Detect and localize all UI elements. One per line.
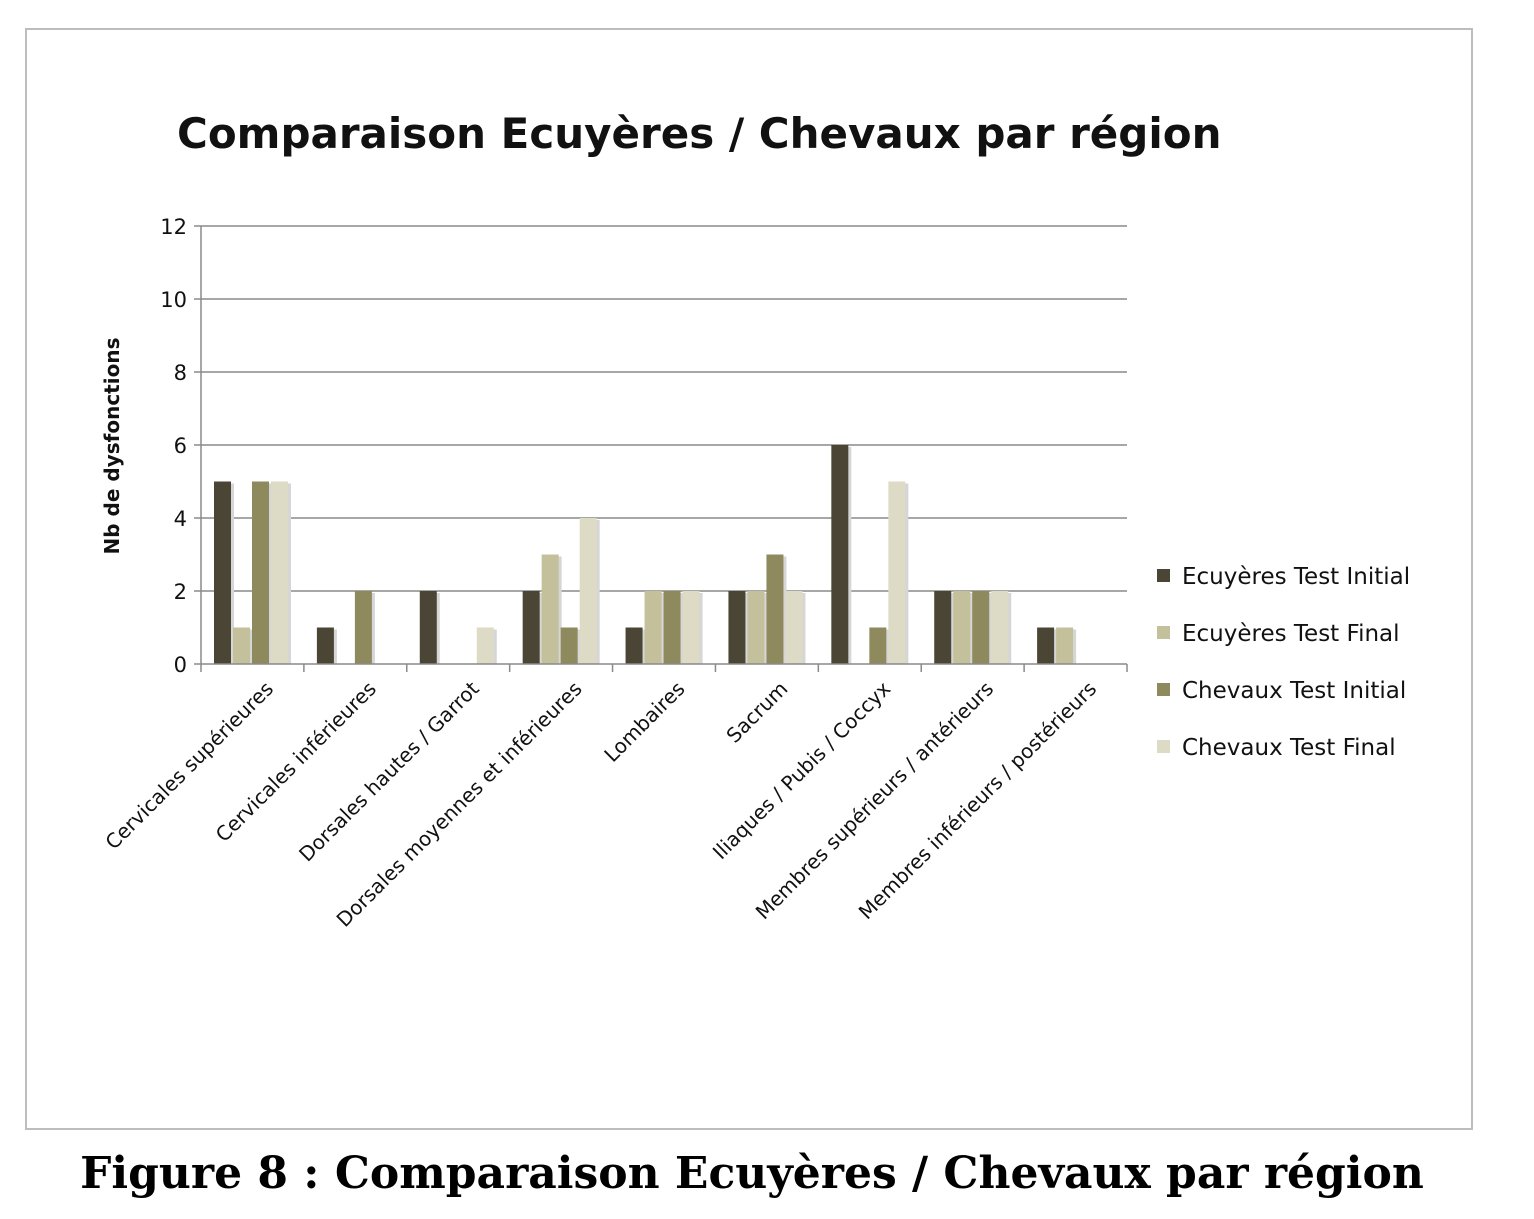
x-category-label: Lombaires [599,677,689,767]
axes [194,225,1128,672]
bar [1037,627,1055,664]
y-tick-label: 4 [174,507,187,531]
bar [869,627,887,664]
x-category-label: Cervicales supérieures [100,677,278,855]
bar [522,591,540,664]
y-tick-label: 0 [174,653,187,677]
bar [888,481,906,664]
bar [747,591,765,664]
bar [316,627,334,664]
bar [560,627,578,664]
bars [214,445,1077,664]
bar [476,627,494,664]
bar [972,591,990,664]
legend-swatch [1157,626,1170,639]
bar [953,591,971,664]
bar [233,627,250,664]
bar [579,518,597,664]
bar [214,481,231,664]
y-tick-label: 2 [174,580,187,604]
legend-swatch [1157,740,1170,753]
bar [271,481,288,664]
legend-swatch [1157,683,1170,696]
chart-frame: Comparaison Ecuyères / Chevaux par régio… [25,28,1473,1130]
bar [419,591,437,664]
legend-label: Chevaux Test Initial [1182,678,1406,704]
bar [785,591,803,664]
bar [831,445,849,664]
legend: Ecuyères Test Initial Ecuyères Test Final… [1157,564,1410,761]
legend-swatch [1157,569,1170,582]
y-tick-label: 10 [160,288,187,312]
bar [1056,627,1074,664]
bar [354,591,372,664]
bar [766,554,784,664]
gridlines [201,225,1127,592]
legend-label: Chevaux Test Final [1182,735,1396,761]
bar [934,591,952,664]
y-tick-label: 12 [160,215,187,239]
bar [625,627,643,664]
x-category-label: Iliaques / Pubis / Coccyx [708,676,896,864]
bar [644,591,662,664]
bar [663,591,681,664]
chart-title: Comparaison Ecuyères / Chevaux par régio… [177,109,1222,158]
bar [682,591,700,664]
y-axis-title: Nb de dysfonctions [100,338,124,555]
figure-caption: Figure 8 : Comparaison Ecuyères / Chevau… [80,1148,1424,1199]
chart: Comparaison Ecuyères / Chevaux par régio… [100,109,1410,932]
legend-label: Ecuyères Test Final [1182,621,1400,647]
x-category-label: Dorsales hautes / Garrot [294,676,484,866]
x-category-label: Sacrum [721,677,792,748]
legend-label: Ecuyères Test Initial [1182,564,1410,590]
bar [541,554,559,664]
y-tick-label: 8 [174,361,187,385]
y-tick-label: 6 [174,434,187,458]
bar [252,481,269,664]
bar [991,591,1009,664]
bar [728,591,746,664]
